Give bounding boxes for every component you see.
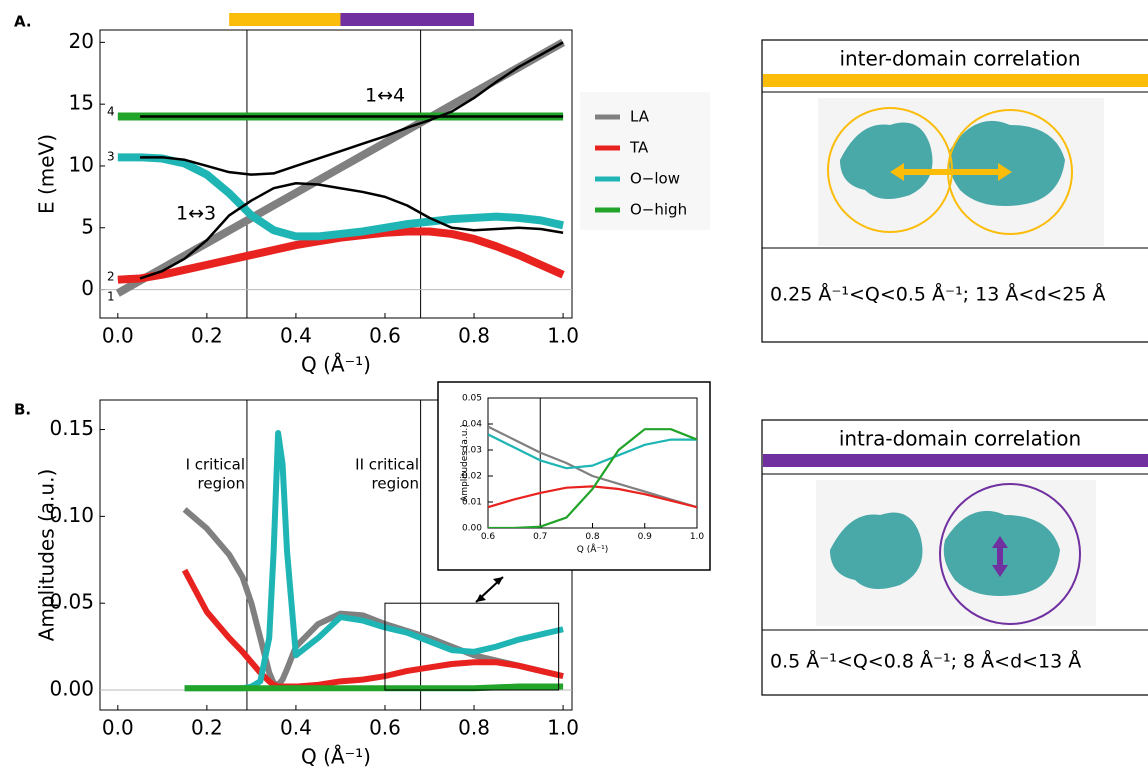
annotation: 1↔4: [365, 85, 405, 107]
panel-title: intra-domain correlation: [839, 427, 1081, 451]
y-tick-label: 15: [69, 91, 94, 115]
figure: A. B. 0.0 0.2 0.4 0.6 0.8 1.0 0 5 10 15 20 Q (Å⁻¹): [0, 0, 1148, 779]
x-tick-label: 0.7: [533, 532, 547, 542]
protein-image: [818, 98, 1104, 246]
region-annotation: region: [372, 475, 419, 493]
x-tick-label: 1.0: [547, 716, 579, 740]
panel-label: A.: [14, 13, 32, 31]
region-annotation: region: [198, 475, 245, 493]
y-tick-label: 0.05: [462, 394, 482, 404]
region-bar: [340, 13, 474, 26]
panel-box: [762, 40, 1148, 695]
x-tick-label: 0.8: [458, 716, 490, 740]
y-tick-label: 0.00: [462, 524, 482, 534]
x-tick-label: 0.0: [102, 716, 134, 740]
mode-label: 4: [107, 105, 115, 119]
panel-color-bar: [763, 454, 1148, 467]
mode-label: 2: [107, 270, 115, 284]
region-annotation: I critical: [186, 456, 245, 474]
legend-label: O−high: [630, 201, 687, 219]
series-line: [185, 687, 563, 689]
panel-label: B.: [14, 401, 31, 419]
x-tick-label: 0.6: [369, 324, 401, 348]
page: A. B. 0.0 0.2 0.4 0.6 0.8 1.0 0 5 10 15 20 Q (Å⁻¹): [0, 0, 1148, 779]
y-tick-label: 20: [69, 29, 94, 53]
x-tick-label: 0.2: [191, 324, 223, 348]
mode-label: 1: [107, 290, 115, 304]
region-annotation: II critical: [355, 456, 419, 474]
series-line: [140, 42, 563, 174]
x-tick-label: 0.2: [191, 716, 223, 740]
x-tick-label: 1.0: [547, 324, 579, 348]
legend-label: LA: [630, 108, 650, 126]
zoom-box: [385, 603, 559, 690]
x-axis-label: Q (Å⁻¹): [301, 745, 371, 769]
x-tick-label: 0.6: [369, 716, 401, 740]
region-bar: [229, 13, 340, 26]
mode-label: 3: [107, 150, 115, 164]
legend-label: O−low: [630, 170, 680, 188]
x-tick-label: 1.0: [690, 532, 705, 542]
x-tick-label: 0.9: [638, 532, 653, 542]
series-line: [185, 570, 563, 686]
y-axis-label: E (meV): [35, 134, 59, 214]
x-tick-label: 0.4: [280, 324, 312, 348]
y-tick-label: 10: [69, 152, 94, 176]
x-tick-label: 0.6: [481, 532, 496, 542]
x-tick-label: 0.8: [458, 324, 490, 348]
y-tick-label: 0: [81, 276, 94, 300]
y-tick-label: 0.00: [49, 677, 94, 701]
panel-title: inter-domain correlation: [839, 47, 1080, 71]
panel-caption: 0.5 Å⁻¹<Q<0.8 Å⁻¹; 8 Å<d<13 Å: [770, 650, 1081, 673]
x-axis-label: Q (Å⁻¹): [301, 353, 371, 377]
x-axis-label: Q (Å⁻¹): [577, 543, 608, 555]
x-tick-label: 0.0: [102, 324, 134, 348]
y-tick-label: 5: [81, 214, 94, 238]
x-tick-label: 0.4: [280, 716, 312, 740]
legend-label: TA: [629, 139, 649, 157]
y-axis-label: Amplitudes (a.u.): [35, 469, 59, 642]
panel-color-bar: [763, 74, 1148, 87]
y-axis-label: Amplitudes (a.u.): [460, 424, 470, 502]
y-tick-label: 0.15: [49, 416, 94, 440]
x-tick-label: 0.8: [585, 532, 600, 542]
panel-caption: 0.25 Å⁻¹<Q<0.5 Å⁻¹; 13 Å<d<25 Å: [770, 283, 1105, 306]
protein-image: [816, 480, 1096, 626]
annotation: 1↔3: [176, 203, 216, 225]
